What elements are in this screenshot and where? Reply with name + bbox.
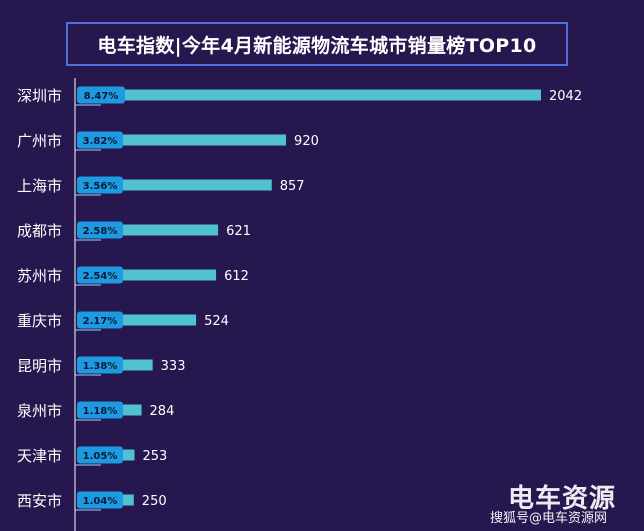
chart-title-box: 电车指数|今年4月新能源物流车城市销量榜TOP10: [66, 22, 568, 66]
category-label: 西安市: [17, 492, 62, 510]
value-bar: [77, 314, 197, 326]
category-label: 泉州市: [17, 402, 62, 420]
value-label: 621: [226, 224, 251, 239]
share-label: 1.04%: [83, 496, 118, 507]
share-badge: [77, 221, 123, 239]
watermark-caption: 搜狐号@电车资源网: [490, 511, 608, 526]
value-bar: [77, 134, 287, 146]
share-badge: [77, 86, 125, 104]
value-label: 857: [280, 179, 305, 194]
category-label: 昆明市: [17, 357, 62, 375]
watermark-logo: 电车资源: [508, 484, 617, 514]
category-label: 广州市: [17, 132, 62, 150]
share-label: 2.58%: [83, 226, 118, 237]
share-label: 1.05%: [83, 451, 118, 462]
value-label: 2042: [549, 89, 582, 104]
share-badge: [77, 176, 123, 194]
share-badge: [77, 356, 123, 374]
value-bar: [77, 269, 217, 281]
category-label: 成都市: [17, 222, 62, 240]
value-label: 253: [142, 449, 167, 464]
value-bar: [77, 89, 541, 101]
share-label: 3.56%: [83, 181, 118, 192]
value-bar: [77, 224, 219, 236]
share-badge: [77, 266, 123, 284]
value-label: 284: [150, 404, 175, 419]
share-label: 1.18%: [83, 406, 118, 417]
share-badge: [77, 491, 123, 509]
share-badge: [77, 401, 123, 419]
category-label: 天津市: [17, 447, 62, 465]
value-bar: [77, 179, 272, 191]
value-label: 612: [224, 269, 249, 284]
category-label: 深圳市: [17, 87, 62, 105]
category-label: 重庆市: [17, 312, 62, 330]
category-label: 上海市: [17, 177, 62, 195]
share-badge: [77, 311, 123, 329]
share-label: 8.47%: [84, 91, 119, 102]
share-label: 3.82%: [83, 136, 118, 147]
chart-title: 电车指数|今年4月新能源物流车城市销量榜TOP10: [97, 34, 537, 57]
value-label: 333: [161, 359, 186, 374]
share-badge: [77, 446, 123, 464]
share-badge: [77, 131, 123, 149]
share-label: 2.54%: [83, 271, 118, 282]
share-label: 2.17%: [83, 316, 118, 327]
value-label: 250: [142, 494, 167, 509]
value-label: 920: [294, 134, 319, 149]
share-label: 1.38%: [83, 361, 118, 372]
value-label: 524: [204, 314, 229, 329]
category-label: 苏州市: [17, 267, 62, 285]
